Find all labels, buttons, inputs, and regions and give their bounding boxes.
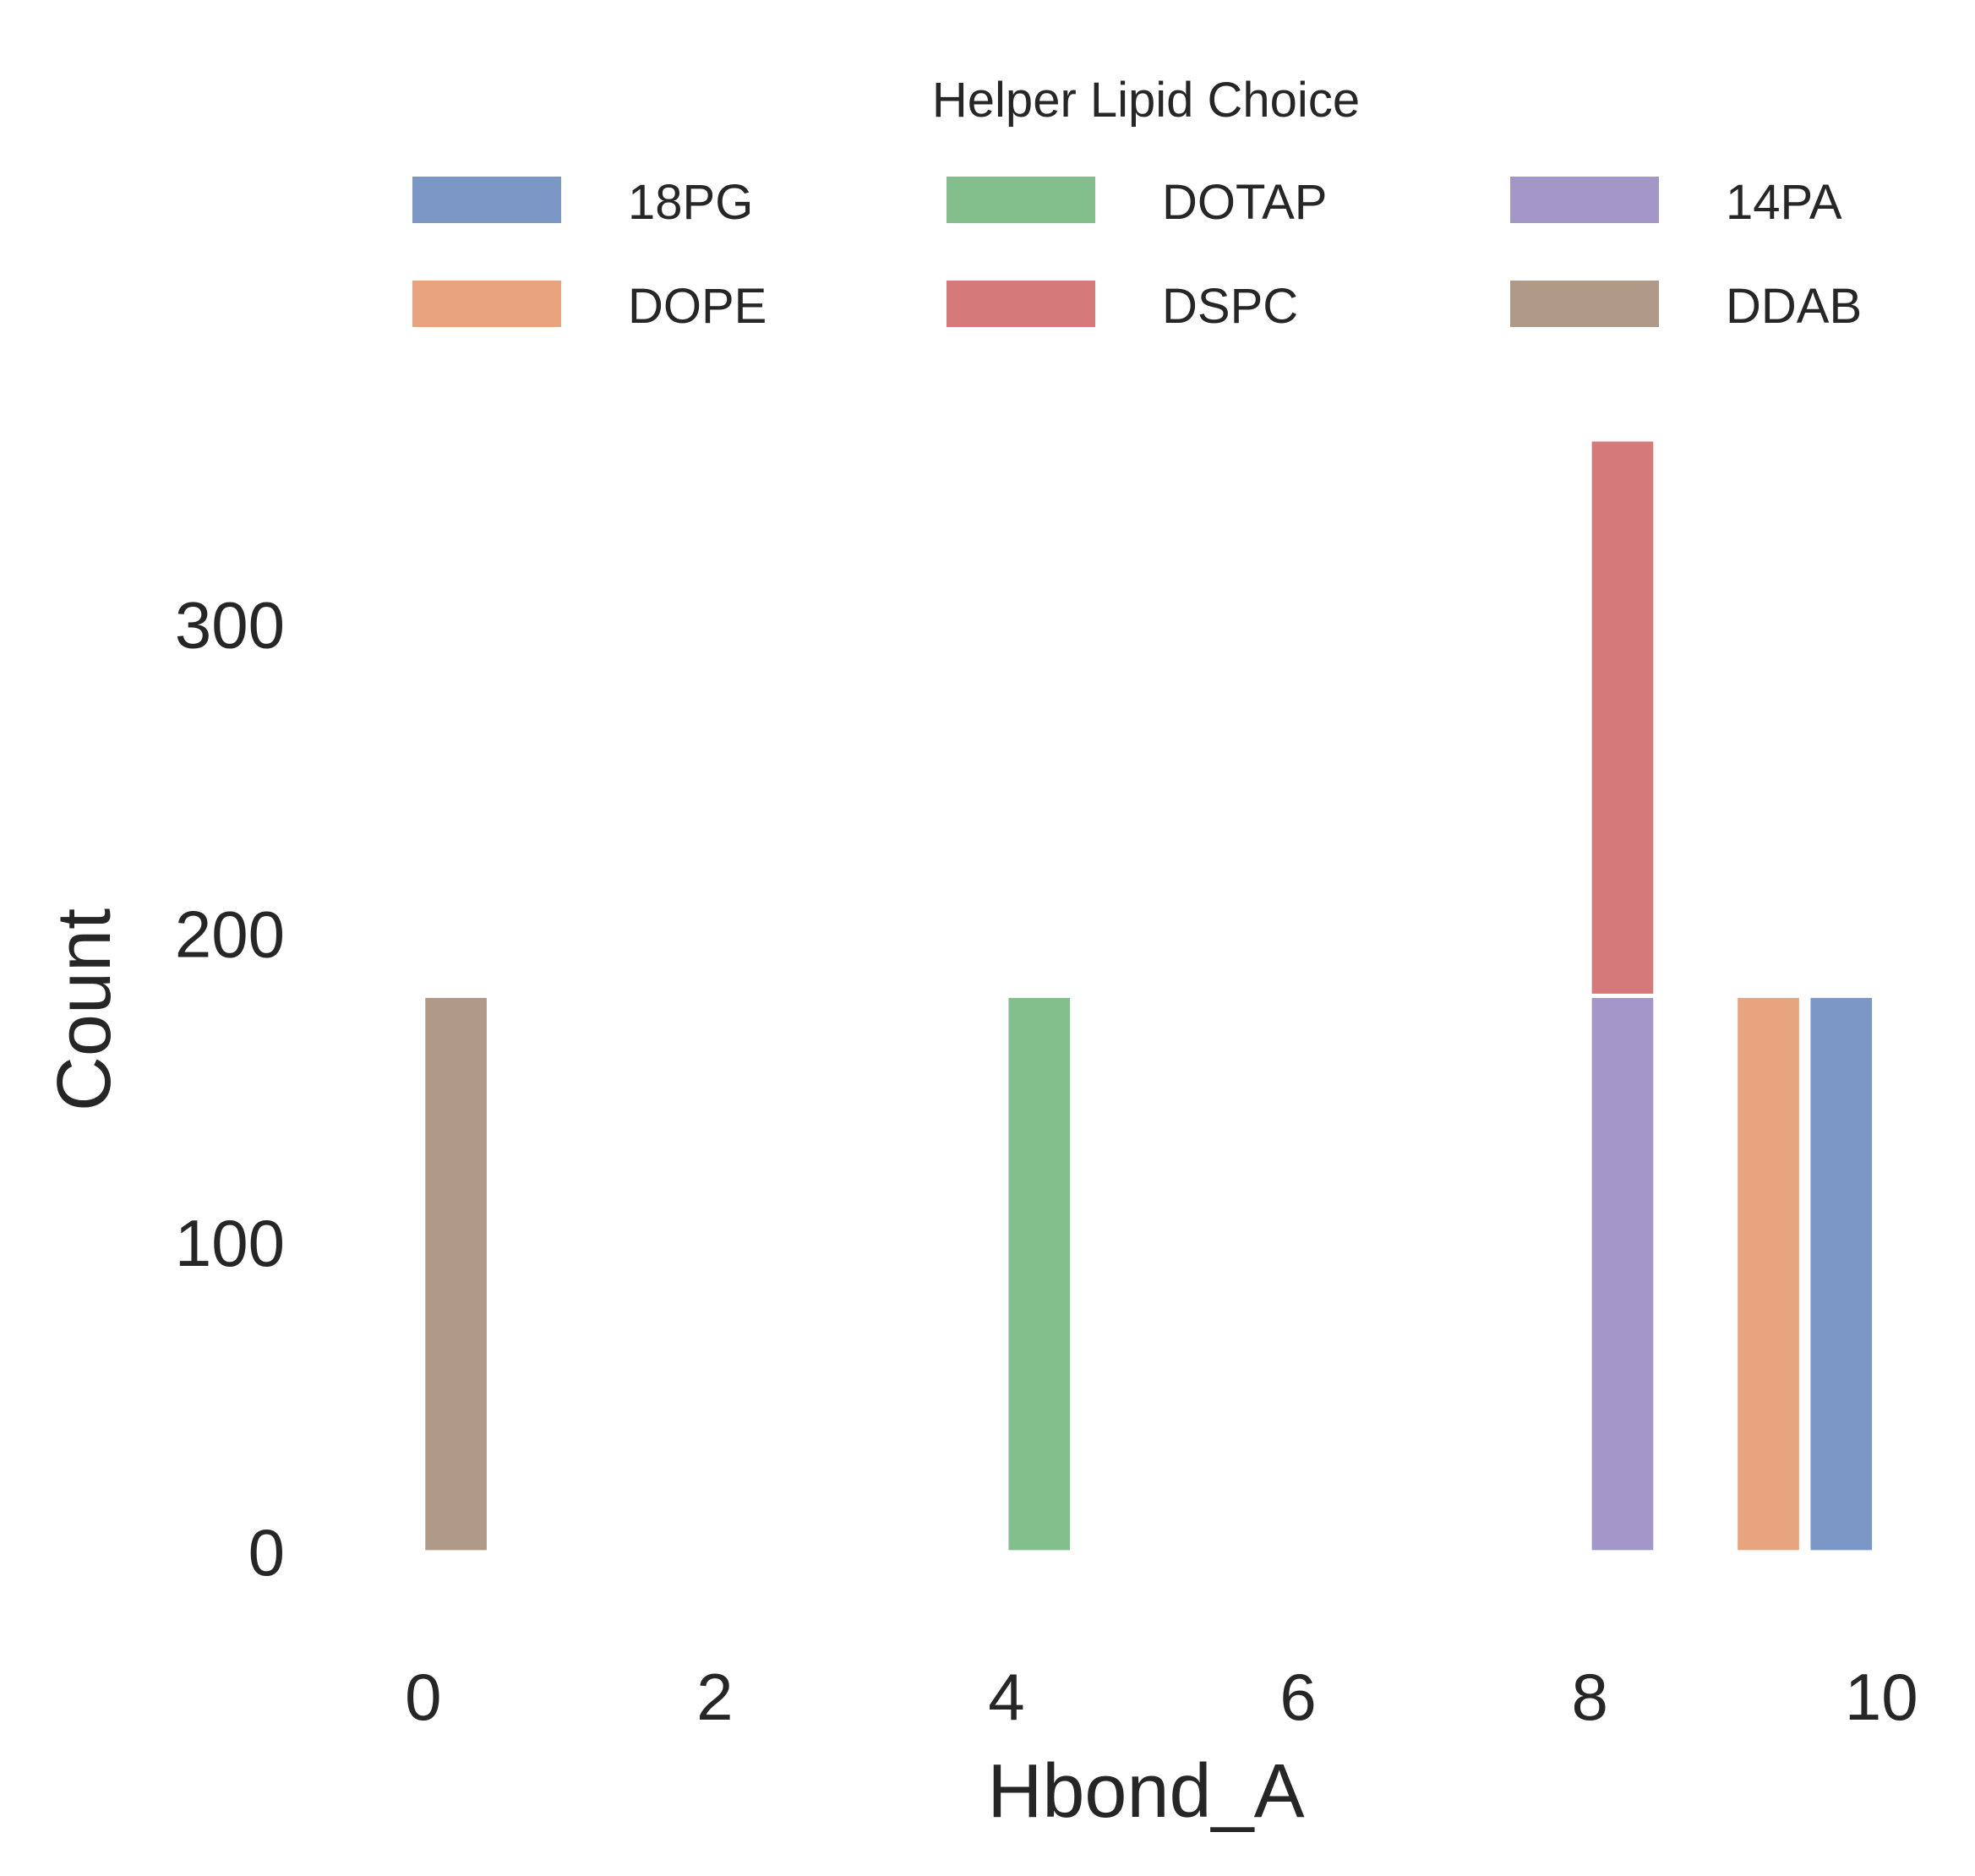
legend-swatch-dotap bbox=[947, 177, 1095, 223]
legend-title: Helper Lipid Choice bbox=[932, 73, 1360, 128]
x-tick-label: 4 bbox=[988, 1660, 1024, 1734]
x-tick-label: 10 bbox=[1845, 1660, 1918, 1734]
legend-label-18pg: 18PG bbox=[628, 175, 753, 230]
y-tick-label: 300 bbox=[175, 587, 285, 662]
legend-swatch-ddab bbox=[1510, 281, 1659, 327]
y-tick-label: 0 bbox=[248, 1515, 285, 1590]
legend-label-dotap: DOTAP bbox=[1162, 175, 1328, 230]
x-tick-label: 6 bbox=[1279, 1660, 1316, 1734]
bar-dope bbox=[1733, 993, 1803, 1555]
x-axis-label: Hbond_A bbox=[987, 1749, 1304, 1834]
y-tick-label: 200 bbox=[175, 897, 285, 971]
x-tick-labels: 0 2 4 6 8 10 bbox=[405, 1660, 1918, 1734]
x-tick-label: 8 bbox=[1571, 1660, 1607, 1734]
bar-14pa bbox=[1587, 993, 1658, 1555]
legend: Helper Lipid Choice 18PG DOPE DOTAP DSPC 14P… bbox=[412, 73, 1862, 334]
legend-label-dspc: DSPC bbox=[1162, 279, 1298, 334]
bar-dspc bbox=[1587, 437, 1658, 998]
x-tick-label: 0 bbox=[405, 1660, 441, 1734]
legend-label-dope: DOPE bbox=[628, 279, 767, 334]
bar-ddab bbox=[421, 993, 491, 1555]
bars-group bbox=[421, 437, 1877, 1555]
x-tick-label: 2 bbox=[696, 1660, 733, 1734]
legend-swatch-14pa bbox=[1510, 177, 1659, 223]
bar-18pg bbox=[1806, 993, 1877, 1555]
y-axis-label: Count bbox=[42, 908, 127, 1111]
y-tick-label: 100 bbox=[175, 1206, 285, 1280]
bar-dotap bbox=[1004, 993, 1075, 1555]
legend-swatch-dspc bbox=[947, 281, 1095, 327]
legend-label-14pa: 14PA bbox=[1726, 175, 1842, 230]
legend-label-ddab: DDAB bbox=[1726, 279, 1862, 334]
legend-swatch-dope bbox=[412, 281, 561, 327]
y-tick-labels: 0 100 200 300 bbox=[175, 587, 285, 1589]
legend-swatch-18pg bbox=[412, 177, 561, 223]
